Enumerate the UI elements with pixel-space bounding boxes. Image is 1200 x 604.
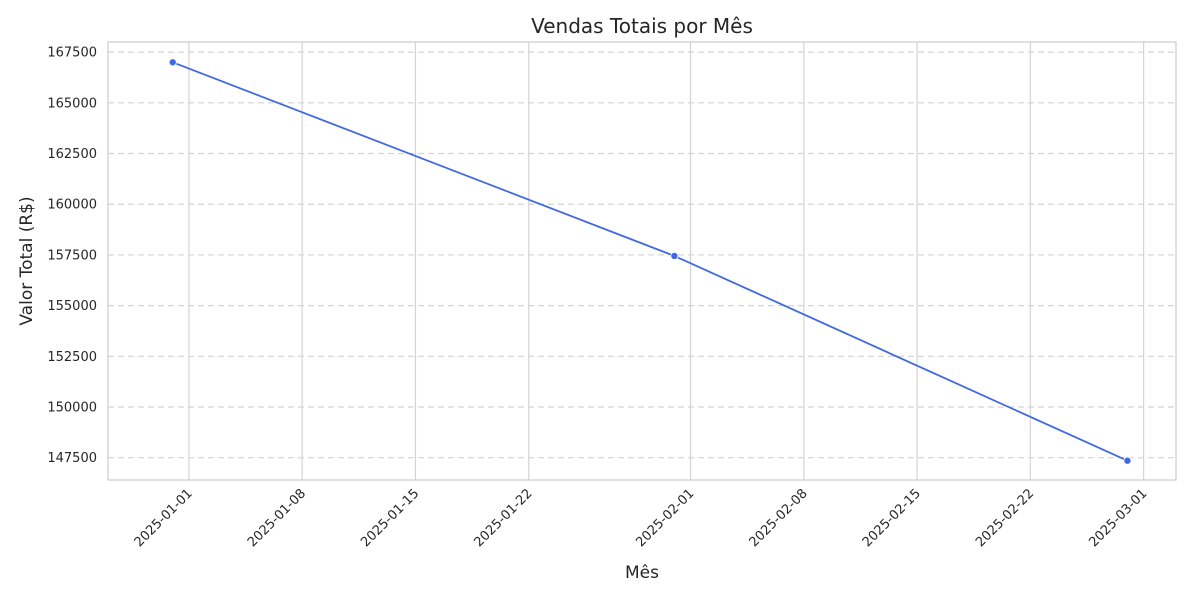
- data-point: [670, 251, 679, 260]
- y-tick-label: 165000: [47, 96, 97, 111]
- y-axis-title: Valor Total (R$): [17, 196, 37, 325]
- y-tick-label: 160000: [47, 198, 97, 213]
- y-tick-label: 157500: [47, 248, 97, 263]
- y-tick-label: 155000: [47, 299, 97, 314]
- grid-lines: [108, 42, 1176, 480]
- y-tick-label: 162500: [47, 147, 97, 162]
- chart-title: Vendas Totais por Mês: [531, 14, 753, 38]
- y-tick-label: 147500: [47, 451, 97, 466]
- series-layer: [168, 58, 1132, 465]
- data-point: [1123, 456, 1132, 465]
- y-tick-label: 167500: [47, 46, 97, 61]
- plot-frame: [107, 41, 1177, 481]
- y-tick-label: 152500: [47, 350, 97, 365]
- data-point: [168, 58, 177, 67]
- y-tick-label: 150000: [47, 401, 97, 416]
- x-axis-title: Mês: [625, 563, 659, 583]
